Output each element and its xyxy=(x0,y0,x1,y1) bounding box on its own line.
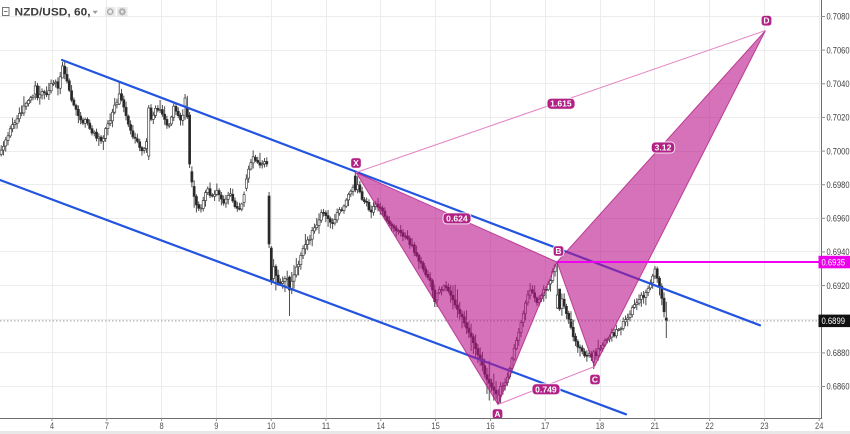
svg-text:0.7000: 0.7000 xyxy=(827,146,850,156)
svg-text:21: 21 xyxy=(651,421,659,431)
svg-text:0.6935: 0.6935 xyxy=(822,257,846,267)
svg-text:3.12: 3.12 xyxy=(655,143,672,153)
svg-text:0.6880: 0.6880 xyxy=(827,348,850,358)
svg-text:15: 15 xyxy=(431,421,439,431)
svg-text:16: 16 xyxy=(486,421,494,431)
svg-text:X: X xyxy=(353,158,359,168)
svg-text:0.624: 0.624 xyxy=(446,213,468,223)
svg-text:18: 18 xyxy=(596,421,604,431)
svg-text:14: 14 xyxy=(377,421,385,431)
svg-text:NZD/USD, 60,: NZD/USD, 60, xyxy=(15,7,91,19)
svg-text:0.6860: 0.6860 xyxy=(827,382,850,392)
svg-text:0.6960: 0.6960 xyxy=(827,214,850,224)
svg-text:7: 7 xyxy=(105,421,109,431)
svg-text:0.7020: 0.7020 xyxy=(827,113,850,123)
svg-text:11: 11 xyxy=(322,421,330,431)
svg-text:4: 4 xyxy=(50,421,54,431)
svg-text:0.7080: 0.7080 xyxy=(827,12,850,22)
svg-text:A: A xyxy=(494,409,500,419)
svg-text:C: C xyxy=(592,375,598,385)
svg-text:9: 9 xyxy=(214,421,218,431)
svg-text:0.6980: 0.6980 xyxy=(827,180,850,190)
svg-text:0.6920: 0.6920 xyxy=(827,281,850,291)
svg-text:24: 24 xyxy=(815,421,823,431)
svg-text:17: 17 xyxy=(541,421,549,431)
svg-text:22: 22 xyxy=(705,421,713,431)
svg-text:0.6899: 0.6899 xyxy=(822,316,846,326)
svg-text:0.7060: 0.7060 xyxy=(827,45,850,55)
svg-text:B: B xyxy=(555,246,561,256)
svg-text:23: 23 xyxy=(760,421,768,431)
svg-text:1.615: 1.615 xyxy=(550,99,572,109)
svg-text:D: D xyxy=(763,16,769,26)
svg-text:10: 10 xyxy=(267,421,275,431)
svg-text:0.7040: 0.7040 xyxy=(827,79,850,89)
svg-text:0.749: 0.749 xyxy=(535,384,557,394)
svg-text:8: 8 xyxy=(160,421,164,431)
svg-text:0.6940: 0.6940 xyxy=(827,247,850,257)
